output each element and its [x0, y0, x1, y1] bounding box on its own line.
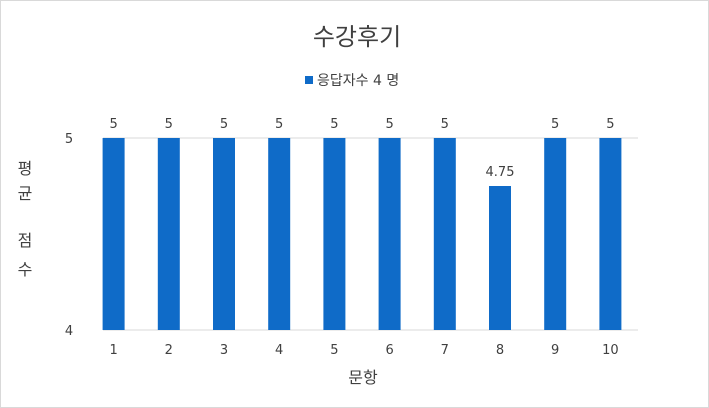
bar-6 — [378, 138, 401, 330]
legend-label: 응답자수 4 명 — [317, 73, 399, 89]
bar-9 — [544, 138, 567, 330]
y-axis-title-char-1: 평 — [18, 159, 33, 178]
x-tick-4: 4 — [275, 343, 283, 358]
data-label-6: 5 — [385, 117, 393, 132]
y-axis-title-char-3: 점 — [18, 231, 33, 250]
bar-2 — [157, 138, 180, 330]
y-tick-4: 4 — [65, 324, 73, 339]
bar-4 — [268, 138, 291, 330]
bar-1 — [102, 138, 125, 330]
x-tick-8: 8 — [496, 343, 504, 358]
data-label-9: 5 — [551, 117, 559, 132]
data-label-7: 5 — [441, 117, 449, 132]
data-label-2: 5 — [165, 117, 173, 132]
y-tick-5: 5 — [65, 132, 73, 147]
bar-8 — [489, 186, 511, 330]
data-label-1: 5 — [109, 117, 117, 132]
bar-5 — [323, 138, 346, 330]
x-tick-2: 2 — [165, 343, 173, 358]
data-label-4: 5 — [275, 117, 283, 132]
data-label-10: 5 — [606, 117, 614, 132]
x-tick-10: 10 — [602, 343, 619, 358]
y-axis-title-char-4: 수 — [18, 260, 33, 279]
bar-7 — [433, 138, 456, 330]
x-axis-title: 문항 — [348, 368, 378, 387]
y-axis-title-char-2: 균 — [18, 184, 33, 203]
x-tick-9: 9 — [551, 343, 559, 358]
bars-group: 5 1 5 2 5 3 5 4 5 5 5 6 5 7 4.75 8 5 9 5 10 — [102, 117, 622, 358]
x-tick-7: 7 — [441, 343, 449, 358]
data-label-5: 5 — [330, 117, 338, 132]
chart-title: 수강후기 — [313, 23, 401, 51]
legend-swatch — [305, 76, 313, 84]
bar-10 — [599, 138, 622, 330]
data-label-3: 5 — [220, 117, 228, 132]
x-tick-3: 3 — [220, 343, 228, 358]
bar-3 — [213, 138, 235, 330]
data-label-8: 4.75 — [486, 165, 515, 180]
x-tick-6: 6 — [385, 343, 393, 358]
x-tick-5: 5 — [330, 343, 338, 358]
x-tick-1: 1 — [109, 343, 117, 358]
